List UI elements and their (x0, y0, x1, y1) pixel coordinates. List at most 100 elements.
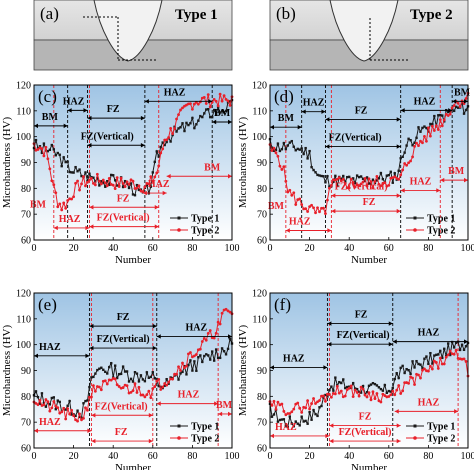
data-point (288, 141, 291, 144)
arrowhead (301, 109, 306, 114)
data-point (393, 393, 397, 397)
data-point (64, 160, 67, 164)
data-point (448, 349, 452, 353)
data-point (393, 175, 397, 179)
data-point (336, 184, 339, 188)
y-tick-label: 110 (16, 106, 31, 117)
arrowhead (388, 342, 393, 347)
data-point (341, 177, 345, 181)
data-point (342, 378, 345, 381)
data-point (411, 376, 414, 380)
data-point (375, 174, 379, 178)
data-point (462, 112, 466, 115)
data-point (52, 148, 55, 151)
data-point (464, 108, 468, 112)
data-point (129, 178, 133, 182)
data-point (105, 382, 109, 386)
data-point (415, 141, 418, 145)
data-point (54, 154, 57, 157)
x-tick-label: 80 (423, 451, 433, 462)
data-point (36, 403, 40, 407)
data-point (97, 179, 101, 183)
data-point (415, 359, 418, 363)
data-point (427, 369, 430, 373)
data-point (276, 154, 280, 158)
arrowhead (91, 438, 96, 444)
data-point (417, 144, 420, 148)
data-point (464, 97, 468, 100)
data-point (125, 182, 129, 185)
data-point (393, 172, 396, 175)
data-point (106, 179, 109, 183)
data-point (191, 116, 194, 120)
data-point (278, 149, 282, 153)
data-point (432, 129, 436, 132)
arrowhead (396, 144, 401, 149)
data-point (214, 99, 218, 103)
data-point (280, 402, 284, 406)
data-point (222, 349, 226, 353)
y-tick-label: 120 (16, 289, 31, 300)
data-point (452, 104, 456, 107)
data-point (270, 415, 274, 418)
plot-background (34, 293, 232, 448)
data-point (169, 126, 173, 130)
arrowhead (464, 99, 468, 104)
data-point (175, 372, 178, 376)
arrowhead (89, 345, 94, 351)
data-point (430, 367, 434, 371)
data-point (318, 210, 321, 214)
legend-marker (177, 216, 181, 220)
data-point (70, 171, 73, 174)
data-point (151, 387, 155, 390)
data-point (438, 356, 442, 360)
data-point (220, 110, 224, 113)
zone-label: BM (278, 113, 295, 124)
data-point (399, 366, 402, 370)
chart-e: HAZ FZ FZ(Vertical) HAZ HAZ BM HAZ FZ(Vertical)… (1, 289, 240, 470)
data-point (181, 361, 184, 365)
data-point (441, 114, 444, 117)
x-axis-label: Number (351, 254, 387, 266)
series-markers-type-1 (268, 340, 470, 429)
data-point (351, 181, 355, 184)
data-point (403, 381, 407, 385)
data-point (292, 191, 296, 195)
data-point (108, 183, 111, 187)
data-point (214, 331, 218, 335)
data-point (322, 206, 325, 210)
data-point (456, 101, 460, 105)
data-point (97, 385, 101, 389)
data-point (78, 415, 81, 419)
data-point (320, 206, 323, 210)
data-point (151, 180, 155, 183)
x-tick-label: 80 (423, 243, 433, 254)
data-point (207, 107, 210, 111)
data-point (64, 408, 67, 411)
data-point (94, 180, 97, 183)
data-point (40, 392, 44, 395)
data-point (189, 351, 192, 354)
type-label-b: Type 2 (410, 7, 453, 23)
data-point (48, 403, 52, 406)
arrowhead (285, 228, 290, 233)
data-point (437, 353, 440, 356)
data-point (318, 406, 321, 409)
data-point (318, 399, 321, 402)
zone-label: BM (448, 166, 465, 177)
data-point (153, 377, 156, 380)
zone-label: FZ(Vertical) (339, 427, 392, 438)
data-point (40, 147, 44, 151)
data-point (401, 155, 404, 159)
x-tick-label: 40 (344, 243, 354, 254)
data-point (428, 134, 432, 138)
data-point (274, 151, 278, 155)
data-point (346, 175, 349, 179)
data-point (157, 164, 161, 168)
data-point (288, 412, 292, 415)
data-point (403, 371, 406, 375)
data-point (391, 389, 395, 393)
arrowhead (436, 188, 441, 193)
data-point (448, 353, 452, 357)
